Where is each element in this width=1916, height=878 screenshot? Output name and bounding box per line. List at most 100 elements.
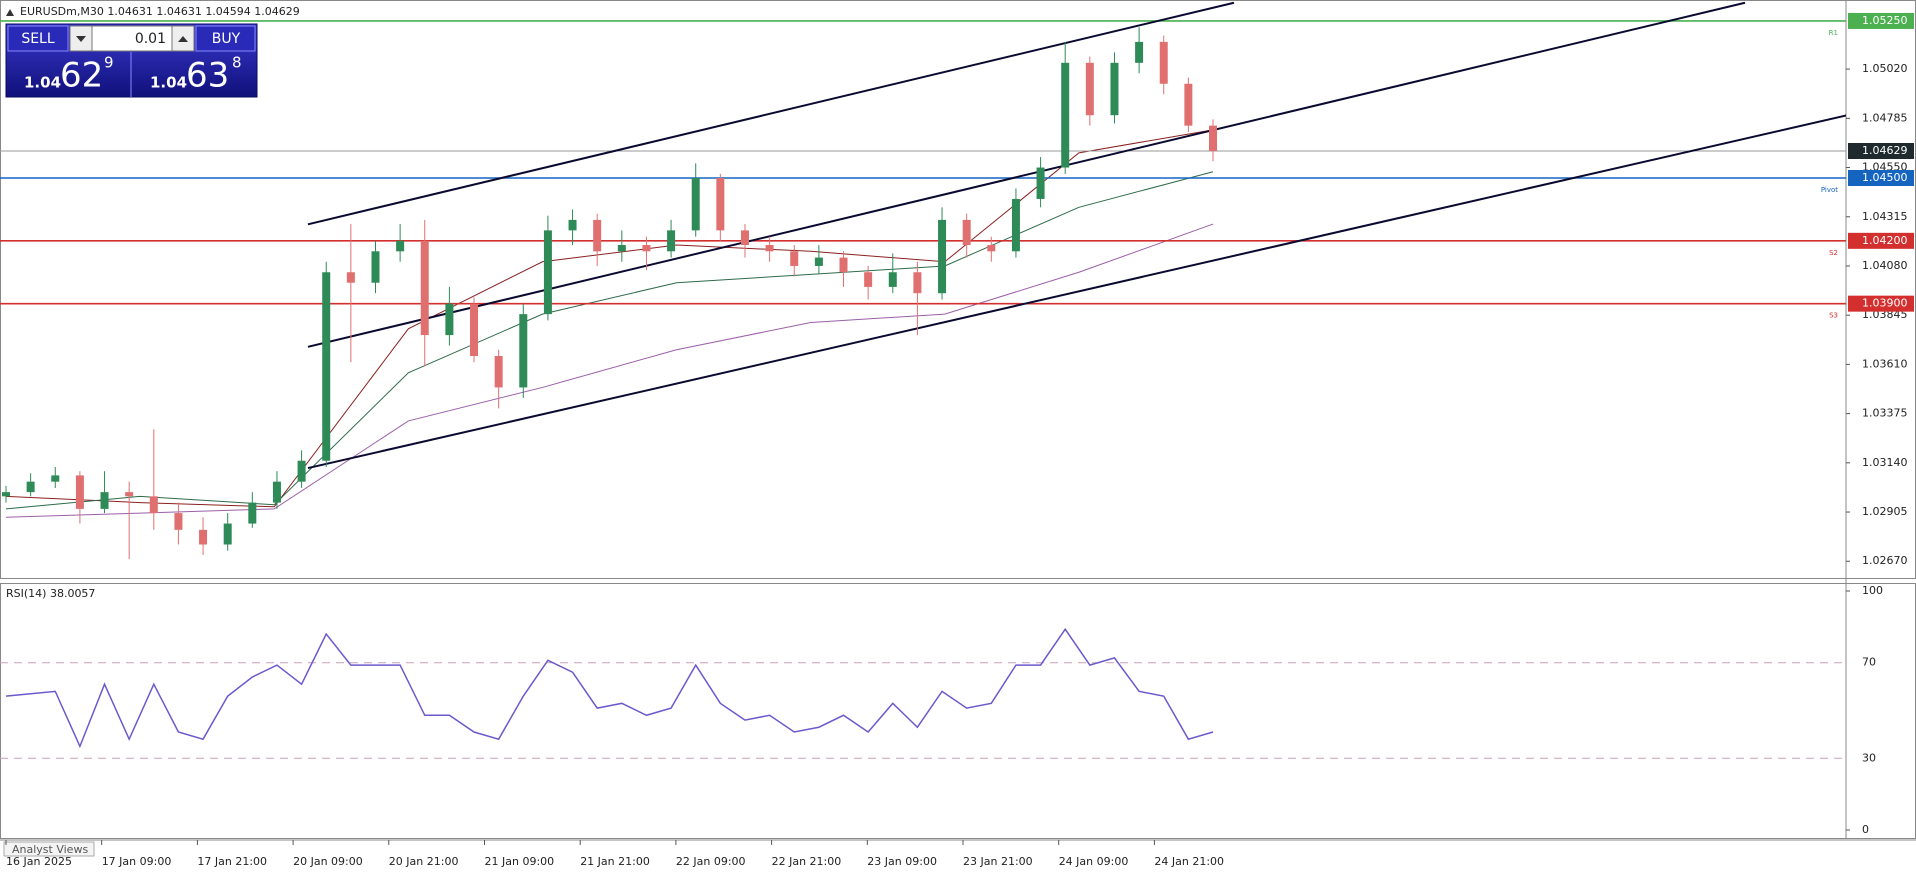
rsi-tick-label: 0 bbox=[1862, 823, 1869, 836]
candle-body bbox=[2, 492, 10, 497]
level-price-label: 1.05250 bbox=[1862, 14, 1908, 27]
candle-body bbox=[913, 272, 922, 294]
bid-big: 1.04 bbox=[24, 74, 61, 92]
time-label: 23 Jan 09:00 bbox=[867, 855, 937, 868]
rsi-tick-label: 100 bbox=[1862, 584, 1883, 597]
time-label: 20 Jan 09:00 bbox=[293, 855, 363, 868]
candle-body bbox=[199, 529, 208, 545]
candle-body bbox=[445, 303, 454, 336]
time-label: 22 Jan 21:00 bbox=[772, 855, 842, 868]
candle-body bbox=[1036, 167, 1045, 199]
candle-body bbox=[346, 272, 355, 283]
candle-body bbox=[297, 460, 306, 482]
candle-body bbox=[125, 492, 134, 497]
level-name: R1 bbox=[1829, 29, 1838, 37]
candle-body bbox=[962, 219, 971, 246]
time-label: 23 Jan 21:00 bbox=[963, 855, 1033, 868]
level-name: S2 bbox=[1829, 249, 1838, 257]
candle-body bbox=[790, 251, 799, 266]
analyst-views-label: Analyst Views bbox=[12, 843, 88, 856]
buy-label: BUY bbox=[212, 31, 241, 47]
analyst-views-tab[interactable] bbox=[3, 841, 95, 857]
y-tick-label: 1.03610 bbox=[1862, 357, 1908, 370]
collapse-icon[interactable] bbox=[6, 9, 14, 16]
trendline bbox=[307, 1, 1746, 348]
time-label: 17 Jan 21:00 bbox=[197, 855, 267, 868]
sell-label: SELL bbox=[21, 31, 55, 47]
candle-body bbox=[691, 178, 700, 231]
candle-body bbox=[1110, 62, 1119, 116]
candle-body bbox=[864, 272, 873, 287]
moving-average bbox=[5, 171, 1214, 510]
current-price-label: 1.04629 bbox=[1862, 144, 1908, 157]
candle-body bbox=[75, 475, 84, 509]
lot-down-icon bbox=[76, 36, 86, 42]
time-label: 22 Jan 09:00 bbox=[676, 855, 746, 868]
candle-body bbox=[667, 230, 676, 252]
level-price-label: 1.04200 bbox=[1862, 234, 1908, 247]
candle-body bbox=[223, 523, 232, 545]
lot-value: 0.01 bbox=[135, 31, 166, 47]
candle-body bbox=[1061, 62, 1070, 168]
y-tick-label: 1.02905 bbox=[1862, 505, 1908, 518]
level-name: Pivot bbox=[1821, 186, 1838, 194]
level-price-box bbox=[1848, 12, 1914, 29]
candle-body bbox=[1184, 83, 1193, 126]
candle-body bbox=[617, 245, 626, 252]
ask-frac: 8 bbox=[232, 54, 242, 72]
ask-big: 1.04 bbox=[150, 74, 187, 92]
moving-average bbox=[5, 129, 1214, 508]
level-price-box bbox=[1848, 295, 1914, 312]
y-tick-label: 1.04080 bbox=[1862, 259, 1908, 272]
candle-body bbox=[371, 251, 380, 283]
candle-body bbox=[494, 356, 503, 388]
time-label: 24 Jan 09:00 bbox=[1059, 855, 1129, 868]
candle-body bbox=[149, 496, 158, 514]
candle-body bbox=[814, 257, 823, 266]
rsi-tick-label: 70 bbox=[1862, 656, 1876, 669]
candle-body bbox=[396, 240, 405, 252]
candle-body bbox=[100, 492, 109, 509]
candle-body bbox=[716, 178, 725, 231]
time-label: 20 Jan 21:00 bbox=[389, 855, 459, 868]
candle-body bbox=[51, 475, 60, 482]
candle-body bbox=[1135, 41, 1144, 63]
candle-body bbox=[420, 240, 429, 336]
level-price-label: 1.03900 bbox=[1862, 297, 1908, 310]
sell-button[interactable] bbox=[7, 25, 69, 52]
candle-body bbox=[272, 481, 281, 503]
ask-main: 63 bbox=[186, 56, 229, 96]
rsi-tick-label: 30 bbox=[1862, 751, 1876, 764]
candle-body bbox=[839, 257, 848, 273]
buy-button[interactable] bbox=[195, 25, 256, 52]
level-price-box bbox=[1848, 170, 1914, 187]
rsi-panel bbox=[0, 583, 1916, 839]
candle-body bbox=[1085, 62, 1094, 116]
lot-up-icon bbox=[178, 36, 188, 42]
level-price-label: 1.04500 bbox=[1862, 171, 1908, 184]
candle-body bbox=[519, 314, 528, 388]
candle-body bbox=[1159, 41, 1168, 84]
candle-body bbox=[593, 219, 602, 252]
candle-body bbox=[888, 272, 897, 287]
candle-body bbox=[174, 513, 183, 530]
y-tick-label: 1.03140 bbox=[1862, 456, 1908, 469]
candle-body bbox=[987, 245, 996, 252]
time-label: 21 Jan 09:00 bbox=[485, 855, 555, 868]
time-label: 24 Jan 21:00 bbox=[1154, 855, 1224, 868]
time-label: 16 Jan 2025 bbox=[6, 855, 72, 868]
candle-body bbox=[765, 245, 774, 252]
candle-body bbox=[740, 230, 749, 246]
candle-body bbox=[938, 219, 947, 294]
time-label: 17 Jan 09:00 bbox=[102, 855, 172, 868]
candle-body bbox=[642, 245, 651, 252]
y-tick-label: 1.04785 bbox=[1862, 111, 1908, 124]
plot bbox=[0, 1, 1846, 560]
candle-body bbox=[248, 502, 257, 524]
candle-body bbox=[543, 230, 552, 315]
y-tick-label: 1.03375 bbox=[1862, 407, 1908, 420]
trendline bbox=[307, 1, 1235, 226]
bid-main: 62 bbox=[60, 56, 103, 96]
